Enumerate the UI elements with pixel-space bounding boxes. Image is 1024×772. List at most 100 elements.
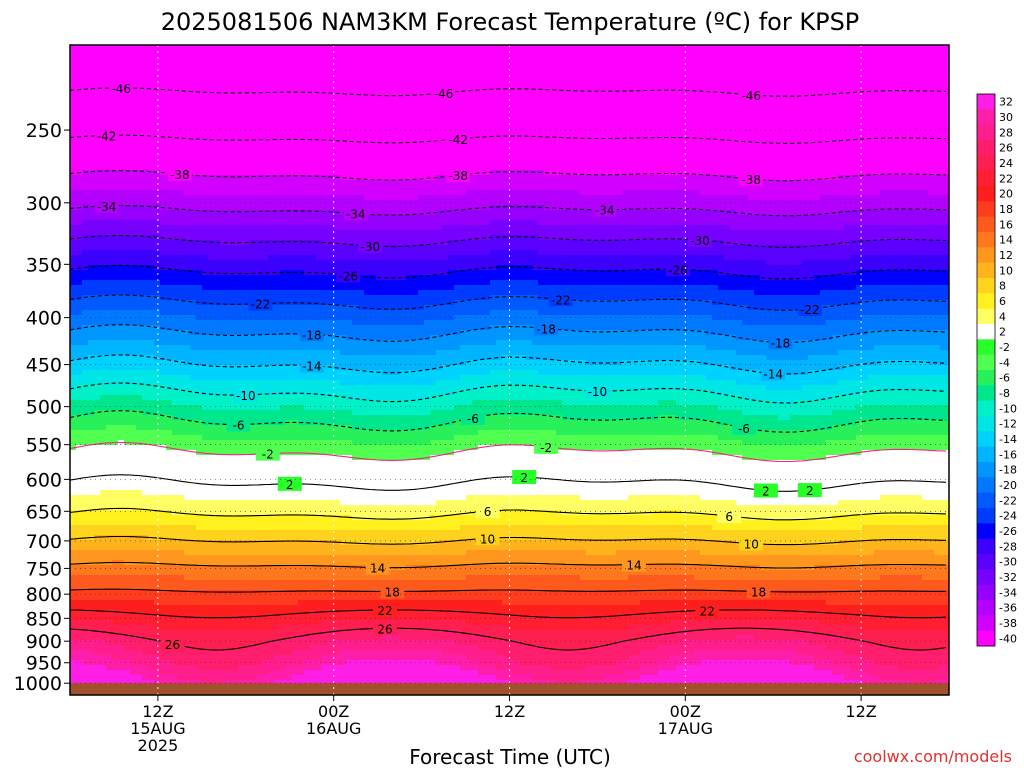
contour-label: -38	[170, 168, 190, 182]
contour-label: -30	[361, 240, 381, 254]
colorbar-label: 8	[999, 280, 1006, 293]
contour-label: -46	[741, 89, 761, 103]
x-tick-label: 17AUG	[658, 719, 713, 738]
colorbar-label: 28	[999, 126, 1013, 139]
contour-label: 2	[520, 471, 528, 485]
colorbar-swatch	[977, 585, 995, 601]
colorbar-label: 20	[999, 188, 1013, 201]
colorbar-label: -10	[999, 402, 1017, 415]
colorbar-label: -22	[999, 494, 1017, 507]
colorbar-swatch	[977, 293, 995, 309]
colorbar-label: 14	[999, 234, 1013, 247]
contour-label: -10	[588, 385, 608, 399]
colorbar-label: 12	[999, 249, 1013, 262]
chart-title: 2025081506 NAM3KM Forecast Temperature (…	[161, 8, 860, 36]
x-axis-label: Forecast Time (UTC)	[409, 745, 611, 768]
colorbar-label: -20	[999, 479, 1017, 492]
colorbar-swatch	[977, 416, 995, 432]
contour-label: -18	[302, 328, 322, 342]
contour-label: -2	[262, 448, 274, 462]
x-tick-label: 12Z	[845, 702, 876, 721]
contour-label: 14	[626, 559, 641, 573]
colorbar-swatch	[977, 493, 995, 509]
contour-label: -22	[251, 298, 271, 312]
colorbar-label: 16	[999, 218, 1013, 231]
contour-label: -26	[339, 269, 359, 283]
y-tick-label: 750	[26, 558, 62, 580]
contour-label: 2	[286, 478, 294, 492]
contour-label: -14	[763, 368, 783, 382]
colorbar-swatch	[977, 201, 995, 217]
contour-label: -14	[302, 360, 322, 374]
contour-label: -34	[97, 200, 117, 214]
y-tick-label: 950	[26, 653, 62, 675]
colorbar-swatch	[977, 125, 995, 141]
colorbar-swatch	[977, 462, 995, 478]
colorbar-label: -12	[999, 418, 1017, 431]
colorbar-swatch	[977, 217, 995, 233]
contour-label: 22	[700, 604, 715, 618]
contour-label: -6	[467, 412, 479, 426]
y-tick-label: 300	[26, 193, 62, 215]
contour-label: -46	[434, 87, 454, 101]
colorbar-swatch	[977, 477, 995, 493]
contour-label: -42	[97, 129, 117, 143]
colorbar-label: 24	[999, 157, 1013, 170]
contour-label: 18	[751, 585, 766, 599]
colorbar-swatch	[977, 370, 995, 386]
contour-label: 6	[484, 505, 492, 519]
contour-label: -42	[448, 133, 468, 147]
colorbar-label: 30	[999, 111, 1013, 124]
colorbar-swatch	[977, 447, 995, 463]
colorbar-swatch	[977, 263, 995, 279]
contour-label: 18	[385, 586, 400, 600]
colorbar-swatch	[977, 431, 995, 447]
y-tick-label: 350	[26, 254, 62, 276]
contour-label: 10	[744, 538, 759, 552]
colorbar-label: -40	[999, 632, 1017, 645]
colorbar-label: 10	[999, 264, 1013, 277]
x-tick-label: 2025	[138, 736, 179, 755]
colorbar-swatch	[977, 539, 995, 555]
colorbar-swatch	[977, 615, 995, 631]
colorbar-swatch	[977, 186, 995, 202]
colorbar-swatch	[977, 569, 995, 585]
colorbar-label: -24	[999, 510, 1017, 523]
contour-label: 14	[370, 562, 385, 576]
contour-label: -6	[738, 422, 750, 436]
colorbar-swatch	[977, 171, 995, 187]
colorbar-swatch	[977, 554, 995, 570]
colorbar-label: -4	[999, 356, 1010, 369]
contour-label: -18	[771, 336, 791, 350]
contour-label: 26	[377, 622, 392, 636]
colorbar-swatch	[977, 232, 995, 248]
colorbar-swatch	[977, 508, 995, 524]
colorbar-swatch	[977, 247, 995, 263]
contour-label: -22	[551, 293, 571, 307]
colorbar-label: 22	[999, 172, 1013, 185]
colorbar-swatch	[977, 140, 995, 156]
colorbar-label: 4	[999, 310, 1006, 323]
y-tick-label: 500	[26, 397, 62, 419]
x-tick-label: 12Z	[494, 702, 525, 721]
y-tick-label: 850	[26, 608, 62, 630]
contour-label: 2	[806, 484, 814, 498]
colorbar-swatch	[977, 631, 995, 647]
colorbar-label: -36	[999, 602, 1017, 615]
y-tick-label: 400	[26, 308, 62, 330]
colorbar-swatch	[977, 339, 995, 355]
x-tick-label: 16AUG	[306, 719, 361, 738]
contour-label: -6	[232, 418, 244, 432]
colorbar-swatch	[977, 600, 995, 616]
contour-label: -22	[800, 303, 820, 317]
colorbar-label: -34	[999, 586, 1017, 599]
colorbar-label: -6	[999, 372, 1010, 385]
contour-label: -26	[668, 263, 688, 277]
colorbar-label: 2	[999, 326, 1006, 339]
contour-label: -18	[536, 322, 556, 336]
colorbar-swatch	[977, 309, 995, 325]
contour-label: 26	[165, 638, 180, 652]
y-tick-label: 450	[26, 355, 62, 377]
y-tick-label: 250	[26, 120, 62, 142]
